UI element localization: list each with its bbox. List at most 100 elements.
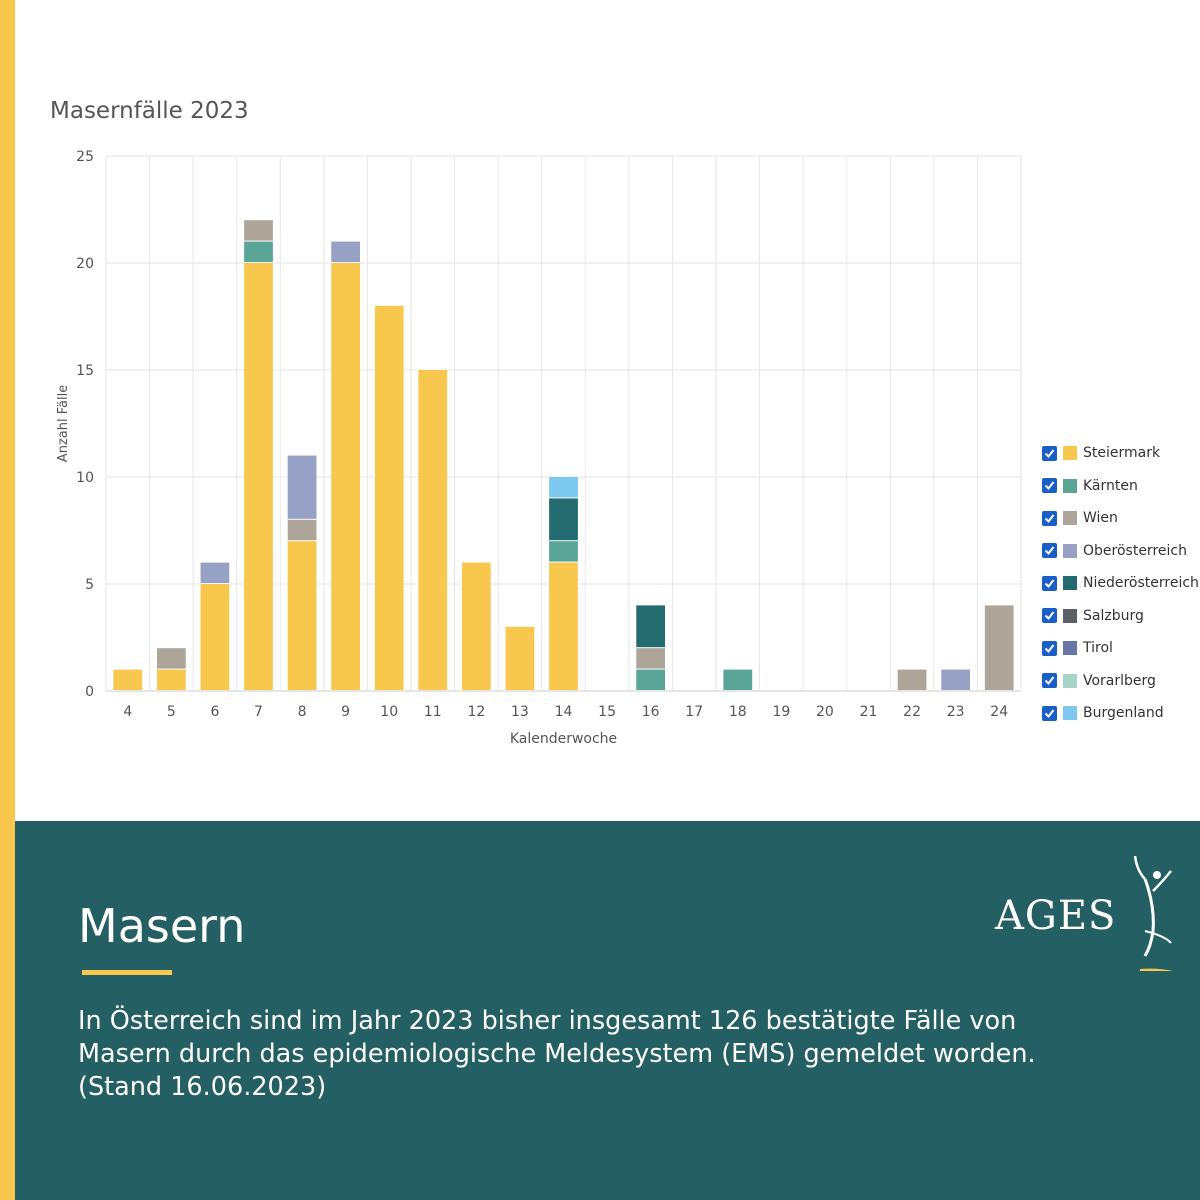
legend-label: Steiermark xyxy=(1083,445,1161,462)
panel-title: Masern xyxy=(78,899,246,953)
bar-segment xyxy=(287,519,317,541)
y-tick-label: 15 xyxy=(76,363,94,379)
legend-item[interactable]: Burgenland xyxy=(1042,697,1199,730)
legend-label: Burgenland xyxy=(1083,705,1164,722)
bar-segment xyxy=(287,541,317,690)
x-tick-label: 21 xyxy=(860,704,878,720)
legend-swatch xyxy=(1063,608,1077,623)
x-tick-label: 16 xyxy=(642,704,660,720)
x-tick-label: 15 xyxy=(598,704,616,720)
x-tick-label: 11 xyxy=(424,704,442,720)
x-tick-label: 6 xyxy=(210,704,219,720)
bar-segment xyxy=(549,562,578,690)
y-tick-label: 0 xyxy=(85,684,94,700)
x-tick-label: 23 xyxy=(947,704,965,720)
y-tick-label: 5 xyxy=(85,577,94,593)
bar-segment xyxy=(374,305,404,690)
bar-chart: 0 5 10 15 20 25 4 5 6 7 8 9 10 11 12 13 14 15 16 17 18 19 20 21… xyxy=(56,149,1022,747)
x-tick-label: 22 xyxy=(903,704,921,720)
legend-label: Tirol xyxy=(1083,640,1113,657)
y-tick-label: 20 xyxy=(76,256,94,272)
checkmark-icon xyxy=(1044,709,1055,718)
legend-label: Niederösterreich xyxy=(1083,575,1199,592)
legend-checkbox[interactable] xyxy=(1042,705,1057,721)
legend-checkbox[interactable] xyxy=(1042,543,1057,559)
legend-item[interactable]: Vorarlberg xyxy=(1042,665,1199,698)
bar-segment xyxy=(636,669,666,690)
y-axis-title: Anzahl Fälle xyxy=(56,385,71,462)
legend-item[interactable]: Niederösterreich xyxy=(1042,567,1199,600)
bar-segment xyxy=(505,626,535,690)
legend-checkbox[interactable] xyxy=(1042,445,1057,461)
ages-figure-icon xyxy=(1133,855,1174,971)
legend-swatch xyxy=(1063,511,1077,526)
checkmark-icon xyxy=(1044,611,1055,621)
bar-segment xyxy=(549,541,578,562)
bar-segment xyxy=(723,669,753,690)
x-tick-label: 24 xyxy=(990,704,1008,720)
legend-checkbox[interactable] xyxy=(1042,640,1057,656)
x-tick-label: 18 xyxy=(729,704,747,720)
legend-item[interactable]: Oberösterreich xyxy=(1042,535,1199,568)
legend-swatch xyxy=(1063,641,1077,656)
info-panel: Masern In Österreich sind im Jahr 2023 b… xyxy=(15,821,1200,1200)
x-tick-label: 14 xyxy=(555,704,573,720)
checkmark-icon xyxy=(1044,579,1055,588)
x-tick-label: 12 xyxy=(467,704,485,720)
chart-legend: Steiermark Kärnten Wien Oberösterreich Niede… xyxy=(1042,437,1199,730)
legend-checkbox[interactable] xyxy=(1042,673,1057,689)
bar-segment xyxy=(461,562,491,690)
bar-segment xyxy=(897,669,927,690)
checkmark-icon xyxy=(1044,546,1055,556)
x-tick-label: 5 xyxy=(167,704,176,720)
x-tick-label: 4 xyxy=(123,704,132,720)
x-tick-label: 13 xyxy=(511,704,529,720)
legend-swatch xyxy=(1063,543,1077,558)
bar-segment xyxy=(331,263,361,690)
legend-label: Oberösterreich xyxy=(1083,542,1187,559)
panel-description: In Österreich sind im Jahr 2023 bisher i… xyxy=(78,1006,1036,1103)
x-tick-label: 17 xyxy=(685,704,703,720)
legend-item[interactable]: Salzburg xyxy=(1042,600,1199,633)
legend-swatch xyxy=(1063,446,1077,461)
bar-segment xyxy=(200,562,230,583)
bar-segment xyxy=(636,605,666,648)
title-underline xyxy=(82,970,172,975)
legend-item[interactable]: Tirol xyxy=(1042,632,1199,665)
ages-logo-text: AGES xyxy=(995,893,1117,939)
legend-item[interactable]: Kärnten xyxy=(1042,470,1199,503)
x-tick-label: 19 xyxy=(772,704,790,720)
ages-logo: AGES xyxy=(995,851,1195,971)
y-tick-label: 25 xyxy=(76,149,94,165)
legend-swatch xyxy=(1063,478,1077,493)
bar-segment xyxy=(549,498,578,541)
legend-label: Vorarlberg xyxy=(1083,672,1156,689)
bar-segment xyxy=(113,669,143,690)
bar-segment xyxy=(200,584,230,690)
bar-segment xyxy=(244,263,273,690)
x-tick-label: 10 xyxy=(380,704,398,720)
legend-item[interactable]: Wien xyxy=(1042,502,1199,535)
y-tick-label: 10 xyxy=(76,470,94,486)
legend-swatch xyxy=(1063,576,1077,591)
checkmark-icon xyxy=(1044,676,1055,686)
bar-segment xyxy=(636,648,666,669)
legend-checkbox[interactable] xyxy=(1042,608,1057,624)
x-tick-label: 7 xyxy=(254,704,263,720)
bar-segment xyxy=(244,220,273,241)
bar-segment xyxy=(244,241,273,262)
bar-segment xyxy=(941,669,971,690)
left-accent-stripe xyxy=(0,0,15,1200)
legend-checkbox[interactable] xyxy=(1042,478,1057,494)
bar-segment xyxy=(549,477,578,498)
legend-checkbox[interactable] xyxy=(1042,510,1057,526)
legend-label: Salzburg xyxy=(1083,607,1144,624)
bar-segment xyxy=(418,370,448,690)
legend-checkbox[interactable] xyxy=(1042,575,1057,591)
x-axis-title: Kalenderwoche xyxy=(510,731,617,747)
bar-segment xyxy=(287,455,317,519)
bar-segment xyxy=(156,648,186,669)
checkmark-icon xyxy=(1044,449,1055,458)
chart-title: Masernfälle 2023 xyxy=(50,98,249,124)
legend-item[interactable]: Steiermark xyxy=(1042,437,1199,470)
